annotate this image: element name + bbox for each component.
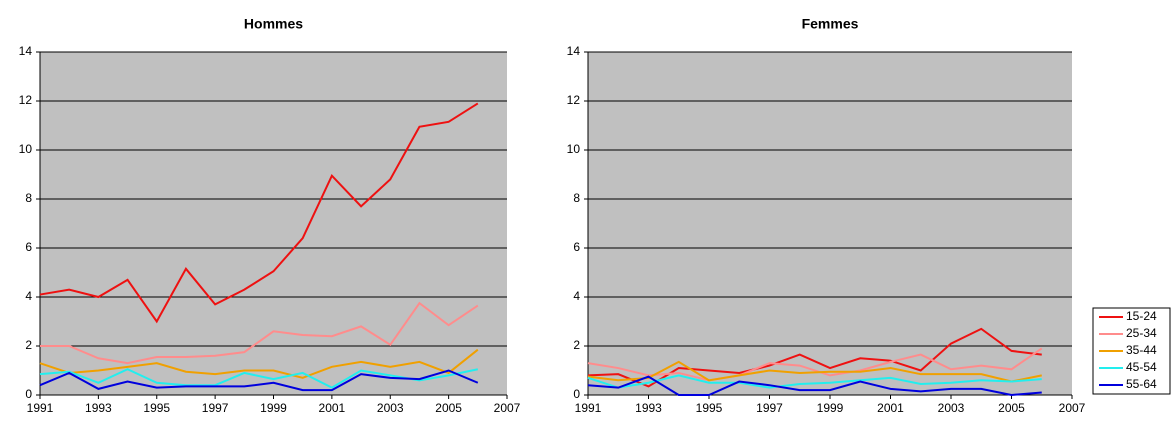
series-line xyxy=(587,374,1042,389)
x-tick-label: 2005 xyxy=(435,401,462,415)
y-tick-label: 8 xyxy=(25,191,32,205)
x-tick-label: 2007 xyxy=(494,401,521,415)
chart-title: Femmes xyxy=(802,16,859,32)
series-line xyxy=(587,347,1043,382)
legend-label: 45-54 xyxy=(1126,360,1157,374)
series-line xyxy=(39,102,479,324)
x-tick-label: 2007 xyxy=(1059,401,1086,415)
x-tick-label: 1991 xyxy=(27,401,54,415)
series-line xyxy=(40,301,479,365)
x-tick-label: 1993 xyxy=(635,401,662,415)
legend-label: 25-34 xyxy=(1126,326,1157,340)
x-tick-label: 2005 xyxy=(998,401,1025,415)
series-line xyxy=(587,327,1042,388)
x-tick-label: 2003 xyxy=(938,401,965,415)
plot-area xyxy=(40,52,507,395)
y-tick-label: 10 xyxy=(19,142,33,156)
x-tick-label: 1993 xyxy=(85,401,112,415)
y-tick-label: 2 xyxy=(25,338,32,352)
chart-title: Hommes xyxy=(244,16,303,32)
x-tick-label: 1995 xyxy=(143,401,170,415)
y-tick-label: 4 xyxy=(573,289,580,303)
x-tick-label: 2001 xyxy=(319,401,346,415)
y-tick-label: 2 xyxy=(573,338,580,352)
y-tick-label: 10 xyxy=(567,142,581,156)
y-tick-label: 4 xyxy=(25,289,32,303)
series-line xyxy=(39,348,479,379)
y-tick-label: 12 xyxy=(567,93,581,107)
x-tick-label: 2001 xyxy=(877,401,904,415)
y-tick-label: 0 xyxy=(573,387,580,401)
x-tick-label: 1997 xyxy=(756,401,783,415)
series-line xyxy=(587,360,1042,383)
y-tick-label: 8 xyxy=(573,191,580,205)
plot-area xyxy=(588,52,1072,395)
x-tick-label: 1995 xyxy=(696,401,723,415)
series-line xyxy=(587,375,1042,397)
y-tick-label: 6 xyxy=(25,240,32,254)
y-tick-label: 0 xyxy=(25,387,32,401)
legend-label: 35-44 xyxy=(1126,343,1157,357)
x-tick-label: 2003 xyxy=(377,401,404,415)
x-tick-label: 1999 xyxy=(817,401,844,415)
y-tick-label: 6 xyxy=(573,240,580,254)
series-line xyxy=(39,369,479,392)
x-tick-label: 1999 xyxy=(260,401,287,415)
y-tick-label: 14 xyxy=(567,44,581,58)
legend-label: 55-64 xyxy=(1126,377,1157,391)
x-tick-label: 1991 xyxy=(575,401,602,415)
legend-label: 15-24 xyxy=(1126,309,1157,323)
y-tick-label: 14 xyxy=(19,44,33,58)
x-tick-label: 1997 xyxy=(202,401,229,415)
y-tick-label: 12 xyxy=(19,93,33,107)
